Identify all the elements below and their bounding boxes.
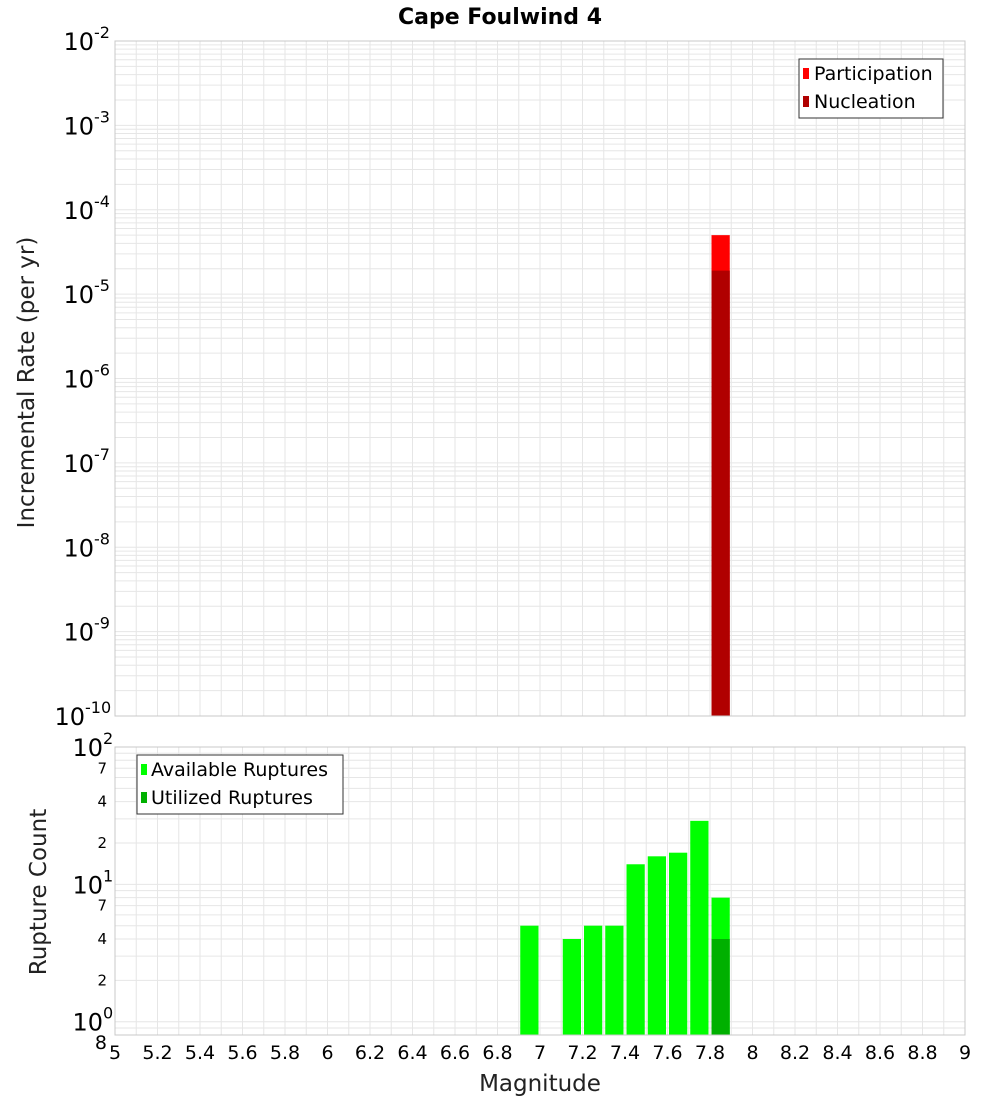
top-y-tick-label: 10 xyxy=(54,703,85,731)
x-ticks: 5 5.2 5.4 5.6 5.8 6 6.2 6.4 6.6 6.8 7 7.2 7.4 7.6 7.8 8… xyxy=(109,1042,971,1064)
nucleation-bar xyxy=(711,270,730,716)
x-tick-label: 5.2 xyxy=(142,1042,172,1064)
x-tick-label: 8 xyxy=(746,1042,758,1064)
top-y-tick-exponent: -10 xyxy=(85,698,111,717)
x-tick-label: 6.6 xyxy=(440,1042,470,1064)
available-ruptures-bar xyxy=(626,864,645,1035)
bottom-y-minor-tick-label: 8 xyxy=(95,1032,107,1054)
available-legend-swatch xyxy=(141,764,147,775)
bottom-y-minor-tick-label: 7 xyxy=(97,897,107,915)
top-gridlines xyxy=(114,41,966,717)
available-ruptures-bar xyxy=(647,856,666,1035)
bottom-y-minor-tick-label: 2 xyxy=(97,834,107,852)
bottom-y-minor-tick-label: 4 xyxy=(97,930,107,948)
bottom-y-tick-exponent: 0 xyxy=(103,1004,113,1023)
bottom-y-tick-label: 10 xyxy=(72,1009,103,1037)
top-y-tick-label: 10 xyxy=(63,619,94,647)
top-bars xyxy=(711,235,730,716)
x-tick-label: 6.4 xyxy=(397,1042,427,1064)
x-tick-label: 7.4 xyxy=(610,1042,640,1064)
bottom-y-tick-label: 10 xyxy=(72,734,103,762)
x-axis-label: Magnitude xyxy=(479,1071,601,1097)
bottom-legend-box xyxy=(136,754,344,815)
nucleation-legend-swatch xyxy=(803,96,809,107)
x-tick-label: 7.6 xyxy=(652,1042,682,1064)
x-tick-label: 5.4 xyxy=(185,1042,215,1064)
top-y-tick-label: 10 xyxy=(63,112,94,140)
top-y-ticks: 10-210-310-410-510-610-710-810-910-10 xyxy=(54,23,111,731)
x-tick-label: 5 xyxy=(109,1042,121,1064)
x-tick-label: 6.2 xyxy=(355,1042,385,1064)
available-legend-label: Available Ruptures xyxy=(151,759,328,781)
nucleation-legend-label: Nucleation xyxy=(814,91,916,113)
top-y-tick-label: 10 xyxy=(63,534,94,562)
x-tick-label: 8.4 xyxy=(822,1042,852,1064)
bottom-y-tick-exponent: 1 xyxy=(103,866,113,885)
available-ruptures-bar xyxy=(584,925,603,1035)
top-y-axis-label: Incremental Rate (per yr) xyxy=(14,237,40,529)
top-y-tick-exponent: -2 xyxy=(94,23,110,42)
bottom-y-minor-tick-label: 4 xyxy=(97,793,107,811)
bottom-y-tick-exponent: 2 xyxy=(103,729,113,748)
x-tick-label: 7.2 xyxy=(567,1042,597,1064)
incremental-rate-panel: 10-210-310-410-510-610-710-810-910-10 In… xyxy=(14,23,966,731)
x-tick-label: 5.6 xyxy=(227,1042,257,1064)
x-tick-label: 9 xyxy=(959,1042,971,1064)
utilized-legend-swatch xyxy=(141,792,147,803)
top-legend: Participation Nucleation xyxy=(798,58,944,119)
top-y-tick-label: 10 xyxy=(63,281,94,309)
bottom-bars xyxy=(520,820,730,1035)
x-tick-label: 7.8 xyxy=(695,1042,725,1064)
utilized-ruptures-bar xyxy=(711,939,730,1035)
x-tick-label: 6 xyxy=(321,1042,333,1064)
x-tick-label: 8.8 xyxy=(907,1042,937,1064)
bottom-y-minor-tick-label: 2 xyxy=(97,971,107,989)
bottom-legend: Available Ruptures Utilized Ruptures xyxy=(136,754,344,815)
top-plot-frame xyxy=(114,40,966,717)
top-y-tick-exponent: -3 xyxy=(94,107,110,126)
top-y-tick-exponent: -5 xyxy=(94,276,110,295)
bottom-y-minor-tick-label: 7 xyxy=(97,759,107,777)
top-y-tick-label: 10 xyxy=(63,28,94,56)
utilized-legend-label: Utilized Ruptures xyxy=(151,787,313,809)
top-legend-box xyxy=(798,58,944,119)
top-y-tick-exponent: -9 xyxy=(94,614,110,633)
x-tick-label: 6.8 xyxy=(482,1042,512,1064)
top-y-tick-label: 10 xyxy=(63,197,94,225)
x-tick-label: 8.6 xyxy=(865,1042,895,1064)
top-y-tick-exponent: -6 xyxy=(94,361,110,380)
available-ruptures-bar xyxy=(605,925,624,1035)
x-tick-label: 7 xyxy=(534,1042,546,1064)
participation-legend-swatch xyxy=(803,68,809,79)
available-ruptures-bar xyxy=(562,939,581,1035)
available-ruptures-bar xyxy=(520,925,539,1035)
top-y-tick-label: 10 xyxy=(63,366,94,394)
bottom-plot-frame xyxy=(114,746,966,1036)
top-y-tick-exponent: -8 xyxy=(94,529,110,548)
top-y-tick-label: 10 xyxy=(63,450,94,478)
x-tick-label: 5.8 xyxy=(270,1042,300,1064)
top-y-tick-exponent: -4 xyxy=(94,192,110,211)
chart-title: Cape Foulwind 4 xyxy=(398,5,602,30)
participation-legend-label: Participation xyxy=(814,63,933,85)
x-tick-label: 8.2 xyxy=(780,1042,810,1064)
available-ruptures-bar xyxy=(690,820,709,1035)
top-y-tick-exponent: -7 xyxy=(94,445,110,464)
available-ruptures-bar xyxy=(669,852,688,1035)
bottom-y-axis-label: Rupture Count xyxy=(26,809,52,975)
bottom-y-tick-label: 10 xyxy=(72,871,103,899)
